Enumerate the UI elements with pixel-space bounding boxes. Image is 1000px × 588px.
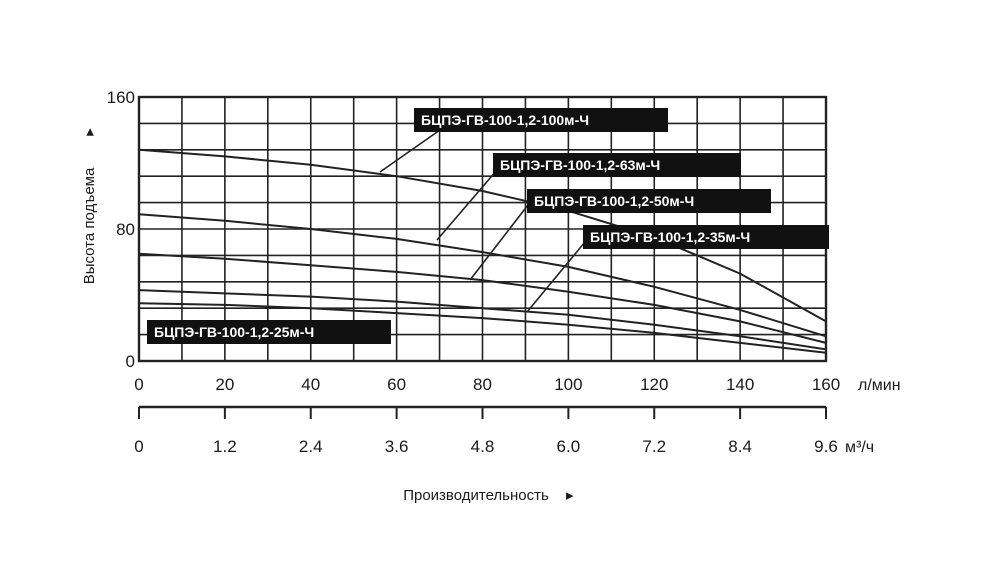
series-line [138,148,827,323]
x-tick-label: 160 [812,375,840,394]
x2-tick-label: 7.2 [642,437,666,456]
x-tick-label: 40 [301,375,320,394]
x2-tick-label: 4.8 [471,437,495,456]
series-line [138,213,827,338]
label-leader-line [436,169,498,241]
x2-tick-label: 3.6 [385,437,409,456]
y-tick-label: 160 [107,88,135,107]
label-leader-line [526,241,586,313]
series-label: БЦПЭ-ГВ-100-1,2-50м-Ч [534,193,694,209]
series-label: БЦПЭ-ГВ-100-1,2-100м-Ч [421,112,589,128]
x-axis-arrow: ▸ [566,487,574,504]
x-tick-label: 120 [640,375,668,394]
x-axis-title: Производительность [403,487,549,504]
series-label: БЦПЭ-ГВ-100-1,2-35м-Ч [590,229,750,245]
label-leaders [379,129,586,313]
x-tick-label: 60 [387,375,406,394]
x-tick-label: 100 [554,375,582,394]
series-line [138,289,827,351]
x2-tick-label: 0 [134,437,143,456]
series-label: БЦПЭ-ГВ-100-1,2-25м-Ч [154,324,314,340]
series-label: БЦПЭ-ГВ-100-1,2-63м-Ч [500,157,660,173]
series-labels: БЦПЭ-ГВ-100-1,2-100м-Ч БЦПЭ-ГВ-100-1,2-63… [147,108,829,344]
x2-tick-label: 2.4 [299,437,323,456]
x-tick-label: 140 [726,375,754,394]
x-unit-label: л/мин [858,377,901,394]
x2-tick-label: 6.0 [557,437,581,456]
series-line [138,302,827,354]
label-leader-line [379,129,441,173]
x2-tick-label: 8.4 [728,437,752,456]
axes: 0 80 160 0 20 40 60 80 100 120 140 160 л/мин 0 1.2 2.4 3… [107,88,901,456]
x2-tick-label: 1.2 [213,437,237,456]
series-label-box [493,153,741,177]
series-label-box [147,320,391,344]
x2-tick-label: 9.6 [814,437,838,456]
series-label-box [414,108,668,132]
x-tick-label: 80 [473,375,492,394]
y-tick-label: 0 [126,352,135,371]
series-label-box [583,225,829,249]
x-tick-label: 0 [134,375,143,394]
label-leader-line [469,204,529,281]
series-line [138,252,827,344]
x-tick-label: 20 [215,375,234,394]
y-tick-label: 80 [116,220,135,239]
series-label-box [527,189,771,213]
y-axis-title: Высота подъема [81,167,98,284]
curves [138,148,827,354]
x2-unit-label: м³/ч [845,439,874,456]
y-axis-arrow: ▸ [81,128,98,136]
